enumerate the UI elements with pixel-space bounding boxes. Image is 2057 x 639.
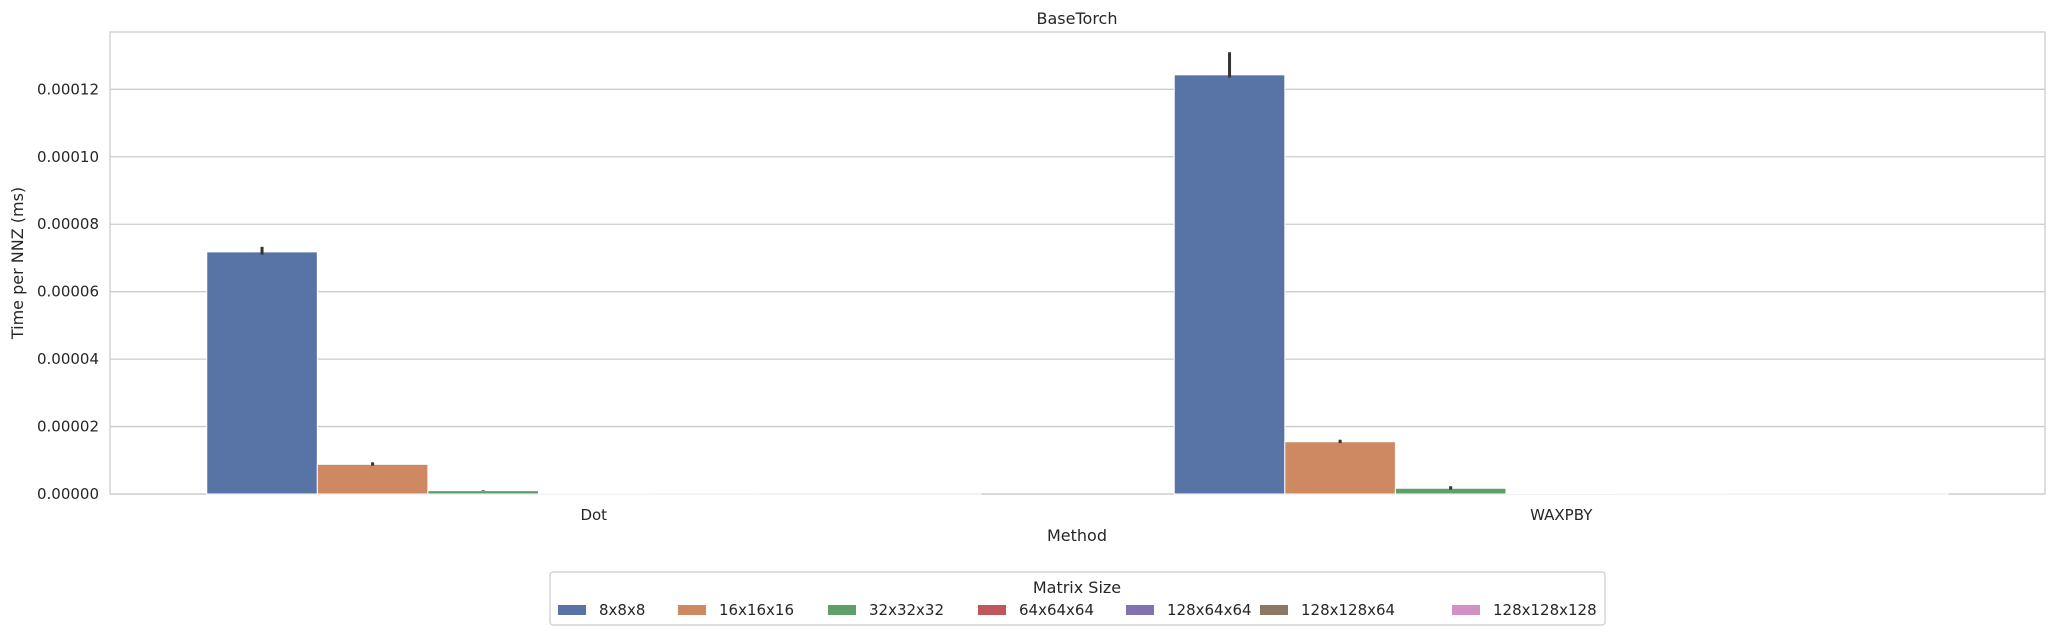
bar-64x64x64-WAXPBY: [1506, 493, 1617, 494]
x-axis-label: Method: [1047, 526, 1107, 545]
y-tick-label: 0.00004: [37, 350, 99, 368]
bars: [207, 75, 1949, 494]
legend-label: 16x16x16: [719, 601, 794, 619]
legend-label: 64x64x64: [1019, 601, 1094, 619]
legend-swatch: [678, 605, 706, 615]
legend-swatch: [1452, 605, 1480, 615]
legend-label: 128x64x64: [1167, 601, 1252, 619]
legend-label: 128x128x64: [1301, 601, 1395, 619]
y-tick-label: 0.00006: [37, 283, 99, 301]
legend-label: 8x8x8: [599, 601, 645, 619]
bar-16x16x16-Dot: [317, 464, 428, 494]
legend-swatch: [1260, 605, 1288, 615]
legend-swatch: [1126, 605, 1154, 615]
bar-16x16x16-WAXPBY: [1285, 442, 1396, 494]
y-axis-label: Time per NNZ (ms): [8, 187, 27, 340]
legend-label: 128x128x128: [1493, 601, 1597, 619]
gridlines: [110, 89, 2045, 494]
bar-8x8x8-Dot: [207, 252, 318, 494]
bar-32x32x32-Dot: [428, 491, 539, 494]
y-tick-label: 0.00010: [37, 148, 99, 166]
y-tick-label: 0.00000: [37, 485, 99, 503]
y-tick-label: 0.00008: [37, 215, 99, 233]
plot-area-frame: [110, 32, 2045, 494]
legend-label: 32x32x32: [869, 601, 944, 619]
legend-swatch: [828, 605, 856, 615]
x-tick-labels: Dot WAXPBY: [580, 506, 1593, 524]
x-tick-label: WAXPBY: [1530, 506, 1593, 524]
y-tick-labels: 0.00000 0.00002 0.00004 0.00006 0.00008 0.000…: [37, 80, 99, 503]
y-tick-label: 0.00002: [37, 418, 99, 436]
x-tick-label: Dot: [580, 506, 607, 524]
chart-title: BaseTorch: [1037, 9, 1118, 28]
legend-swatch: [558, 605, 586, 615]
legend-title: Matrix Size: [1033, 578, 1121, 597]
legend: Matrix Size 8x8x8 16x16x16 32x32x32 64x64x6…: [550, 572, 1605, 625]
legend-swatch: [978, 605, 1006, 615]
bar-8x8x8-WAXPBY: [1174, 75, 1285, 494]
y-tick-label: 0.00012: [37, 80, 99, 98]
